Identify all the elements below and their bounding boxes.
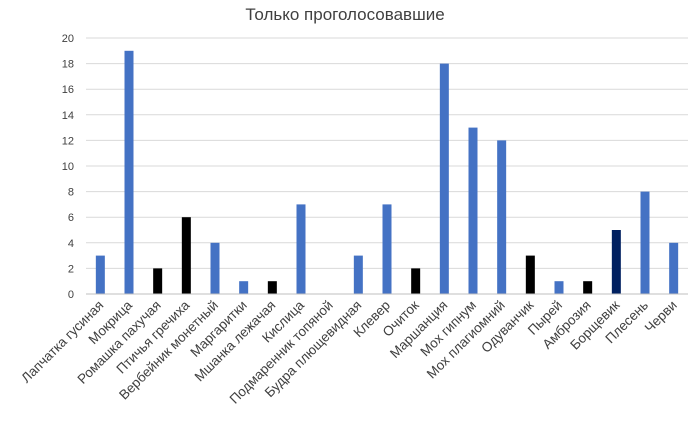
bar bbox=[525, 255, 535, 294]
bars bbox=[95, 50, 679, 294]
chart-title: Только проголосовавшие bbox=[245, 5, 444, 24]
bar bbox=[181, 217, 191, 294]
y-axis-ticks: 0 2 4 6 8 10 12 14 16 18 20 bbox=[62, 33, 74, 301]
x-tick-label: Черви bbox=[642, 298, 680, 336]
bar bbox=[640, 191, 650, 294]
y-tick-label: 2 bbox=[68, 263, 74, 275]
bar bbox=[239, 281, 249, 294]
bar bbox=[353, 255, 363, 294]
y-tick-label: 0 bbox=[68, 289, 74, 301]
y-tick-label: 14 bbox=[62, 110, 74, 122]
bar bbox=[382, 204, 392, 294]
bar bbox=[296, 204, 306, 294]
bar bbox=[468, 127, 478, 294]
bar bbox=[95, 255, 105, 294]
bar bbox=[497, 140, 507, 294]
bar bbox=[210, 242, 220, 294]
y-tick-label: 8 bbox=[68, 187, 74, 199]
y-tick-label: 18 bbox=[62, 59, 74, 71]
y-tick-label: 6 bbox=[68, 212, 74, 224]
y-tick-label: 10 bbox=[62, 161, 74, 173]
bar bbox=[153, 268, 163, 294]
bar bbox=[669, 242, 679, 294]
bar bbox=[611, 230, 621, 294]
bar bbox=[267, 281, 277, 294]
bar bbox=[583, 281, 593, 294]
bar bbox=[554, 281, 564, 294]
bar bbox=[411, 268, 421, 294]
bar bbox=[124, 50, 134, 294]
y-tick-label: 12 bbox=[62, 135, 74, 147]
y-tick-label: 4 bbox=[68, 238, 74, 250]
bar bbox=[439, 63, 449, 294]
y-tick-label: 20 bbox=[62, 33, 74, 45]
y-tick-label: 16 bbox=[62, 84, 74, 96]
